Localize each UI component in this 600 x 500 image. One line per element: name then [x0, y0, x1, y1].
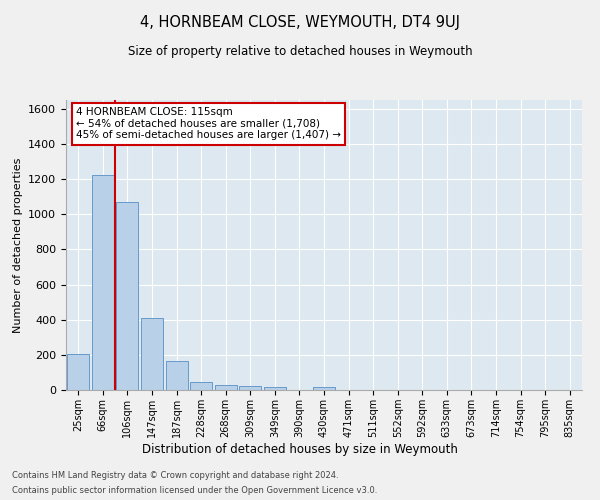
Bar — [166, 361, 188, 390]
Bar — [92, 174, 114, 390]
Text: 4, HORNBEAM CLOSE, WEYMOUTH, DT4 9UJ: 4, HORNBEAM CLOSE, WEYMOUTH, DT4 9UJ — [140, 15, 460, 30]
Text: Contains public sector information licensed under the Open Government Licence v3: Contains public sector information licen… — [12, 486, 377, 495]
Text: Contains HM Land Registry data © Crown copyright and database right 2024.: Contains HM Land Registry data © Crown c… — [12, 471, 338, 480]
Bar — [239, 386, 262, 390]
Bar — [264, 388, 286, 390]
Bar — [215, 386, 237, 390]
Text: Size of property relative to detached houses in Weymouth: Size of property relative to detached ho… — [128, 45, 472, 58]
Text: Distribution of detached houses by size in Weymouth: Distribution of detached houses by size … — [142, 442, 458, 456]
Text: 4 HORNBEAM CLOSE: 115sqm
← 54% of detached houses are smaller (1,708)
45% of sem: 4 HORNBEAM CLOSE: 115sqm ← 54% of detach… — [76, 108, 341, 140]
Bar — [67, 354, 89, 390]
Bar — [141, 318, 163, 390]
Bar — [190, 382, 212, 390]
Bar — [313, 388, 335, 390]
Bar — [116, 202, 139, 390]
Y-axis label: Number of detached properties: Number of detached properties — [13, 158, 23, 332]
